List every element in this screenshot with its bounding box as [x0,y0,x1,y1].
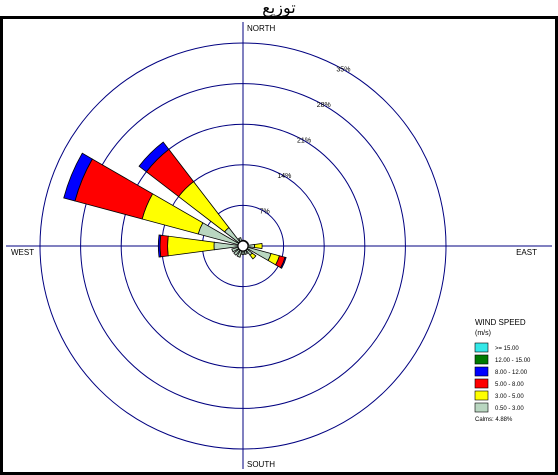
legend-unit: (m/s) [475,330,491,337]
page-caption: توزيع [262,0,296,16]
ring-label-3: 21% [297,137,311,144]
petal-segment-315-8-00-12-00 [138,141,170,173]
calms-circle [237,240,249,252]
petal-segment-90-3-00-5-00 [254,243,263,249]
direction-label-south: SOUTH [247,460,275,469]
petal-segment-135-3-00-5-00 [249,252,257,260]
legend-label-2: 12.00 - 15.00 [495,358,531,364]
petal-segment-270-8-00-12-00 [157,234,162,258]
petal-segment-270-5-00-8-00 [159,234,169,258]
direction-label-west: WEST [11,248,34,257]
legend: WIND SPEED (m/s) >= 15.00 12.00 - 15.00 8.… [474,318,531,423]
petal-segment-292.5-8-00-12-00 [63,152,93,202]
legend-swatch-3 [474,366,489,377]
legend-label-3: 8.00 - 12.00 [495,370,528,376]
petal-segment-112.5-8-00-12-00 [280,256,287,269]
wind-rose-frame: 7% 14% 21% 28% 35% NORTH SOUTH WEST EAST WIN… [0,16,558,475]
ring-label-5: 35% [336,66,350,73]
legend-swatch-1 [474,342,489,353]
petals-layer [63,141,287,269]
legend-label-5: 3.00 - 5.00 [495,394,524,400]
ring-label-2: 14% [277,173,291,180]
axes-layer [6,22,552,469]
legend-label-4: 5.00 - 8.00 [495,382,524,388]
direction-label-north: NORTH [247,24,276,33]
wind-rose-chart: 7% 14% 21% 28% 35% NORTH SOUTH WEST EAST WIN… [6,22,552,469]
direction-label-east: EAST [516,248,537,257]
ring-label-4: 28% [317,102,331,109]
ring-labels-layer: 7% 14% 21% 28% 35% [260,66,351,215]
petal-segment-270-3-00-5-00 [167,235,215,257]
legend-swatch-6 [474,402,489,413]
legend-swatch-4 [474,378,489,389]
legend-label-1: >= 15.00 [495,346,519,352]
legend-swatch-5 [474,390,489,401]
legend-label-6: 0.50 - 3.00 [495,406,524,412]
legend-title: WIND SPEED [475,318,526,327]
legend-calms: Calms: 4.88% [475,417,513,423]
legend-items: >= 15.00 12.00 - 15.00 8.00 - 12.00 5.00 - … [474,342,531,413]
legend-swatch-2 [474,354,489,365]
ring-label-1: 7% [260,208,270,215]
